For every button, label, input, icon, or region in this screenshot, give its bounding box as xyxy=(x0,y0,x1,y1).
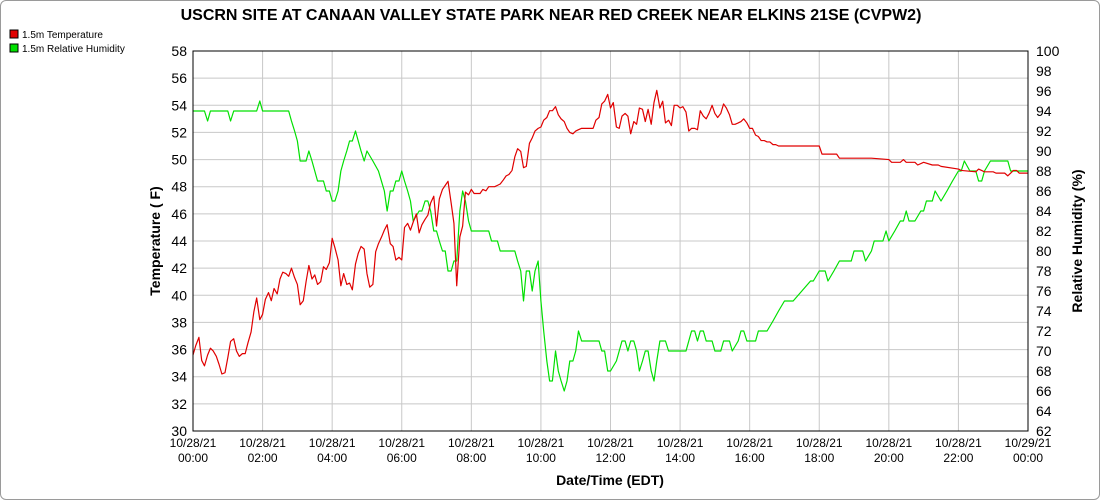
y-tick-label-right: 92 xyxy=(1036,123,1052,139)
series-line-humidity xyxy=(193,100,1028,392)
y-tick-label-right: 80 xyxy=(1036,243,1052,259)
y-tick-label-left: 36 xyxy=(171,342,187,358)
x-axis-label: Date/Time (EDT) xyxy=(556,472,664,488)
x-tick-label-date: 10/28/21 xyxy=(239,436,286,450)
x-tick-label-time: 02:00 xyxy=(248,451,278,465)
series-line-temperature xyxy=(192,89,1028,375)
x-tick-label-time: 10:00 xyxy=(526,451,556,465)
y-tick-label-right: 78 xyxy=(1036,263,1052,279)
x-tick-label-time: 00:00 xyxy=(178,451,208,465)
x-tick-label-date: 10/28/21 xyxy=(935,436,982,450)
y-tick-label-right: 90 xyxy=(1036,143,1052,159)
y-axis-label-left: Temperature ( F) xyxy=(147,186,163,295)
y-tick-label-right: 62 xyxy=(1036,423,1052,439)
y-tick-label-left: 30 xyxy=(171,423,187,439)
y-tick-label-left: 48 xyxy=(171,179,187,195)
x-tick-label-date: 10/28/21 xyxy=(796,436,843,450)
left-y-axis: 30 32 34 36 38 40 42 44 46 48 50 52 54 56 58 xyxy=(171,43,187,439)
y-tick-label-right: 94 xyxy=(1036,103,1052,119)
y-tick-label-right: 74 xyxy=(1036,303,1052,319)
y-tick-label-right: 64 xyxy=(1036,403,1052,419)
y-tick-label-right: 66 xyxy=(1036,383,1052,399)
x-tick-label-time: 22:00 xyxy=(943,451,973,465)
y-tick-label-right: 88 xyxy=(1036,163,1052,179)
y-tick-label-left: 42 xyxy=(171,260,187,276)
legend: 1.5m Temperature 1.5m Relative Humidity xyxy=(9,29,125,55)
x-tick-label-date: 10/28/21 xyxy=(518,436,565,450)
x-tick-label-time: 00:00 xyxy=(1013,451,1043,465)
y-tick-label-right: 76 xyxy=(1036,283,1052,299)
y-tick-label-right: 100 xyxy=(1036,43,1060,59)
legend-label-humidity: 1.5m Relative Humidity xyxy=(22,44,125,55)
x-tick-label-date: 10/28/21 xyxy=(587,436,634,450)
y-tick-label-left: 56 xyxy=(171,70,187,86)
chart-title: USCRN SITE AT CANAAN VALLEY STATE PARK N… xyxy=(181,7,922,24)
x-tick-label-time: 14:00 xyxy=(665,451,695,465)
y-tick-label-left: 38 xyxy=(171,314,187,330)
x-tick-label-date: 10/29/21 xyxy=(1005,436,1052,450)
x-tick-label-date: 10/28/21 xyxy=(448,436,495,450)
y-tick-label-left: 44 xyxy=(171,233,187,249)
y-tick-label-right: 68 xyxy=(1036,363,1052,379)
y-tick-label-right: 96 xyxy=(1036,83,1052,99)
y-tick-label-right: 72 xyxy=(1036,323,1052,339)
x-tick-label-time: 08:00 xyxy=(456,451,486,465)
x-tick-label-date: 10/28/21 xyxy=(726,436,773,450)
y-axis-label-right: Relative Humidity (%) xyxy=(1069,169,1085,312)
x-tick-label-time: 04:00 xyxy=(317,451,347,465)
series-layer xyxy=(192,89,1028,392)
x-tick-label-date: 10/28/21 xyxy=(865,436,912,450)
legend-label-temperature: 1.5m Temperature xyxy=(22,30,103,41)
y-tick-label-right: 98 xyxy=(1036,63,1052,79)
right-y-axis: 62 64 66 68 70 72 74 76 78 80 82 84 86 88 90 92 94 96 98 10… xyxy=(1036,43,1060,439)
y-tick-label-left: 50 xyxy=(171,152,187,168)
y-tick-label-right: 86 xyxy=(1036,183,1052,199)
y-tick-label-left: 46 xyxy=(171,206,187,222)
y-tick-label-left: 34 xyxy=(171,369,187,385)
y-tick-label-left: 54 xyxy=(171,97,187,113)
x-axis: 10/28/2100:0010/28/2102:0010/28/2104:001… xyxy=(170,436,1052,465)
y-tick-label-right: 70 xyxy=(1036,343,1052,359)
x-tick-label-time: 06:00 xyxy=(387,451,417,465)
legend-swatch-temperature xyxy=(9,29,19,39)
x-tick-label-time: 18:00 xyxy=(804,451,834,465)
y-tick-label-left: 40 xyxy=(171,287,187,303)
plot-area-border xyxy=(192,50,1029,432)
x-tick-label-time: 16:00 xyxy=(735,451,765,465)
x-tick-label-date: 10/28/21 xyxy=(309,436,356,450)
y-tick-label-left: 32 xyxy=(171,396,187,412)
y-tick-label-left: 52 xyxy=(171,124,187,140)
x-tick-label-date: 10/28/21 xyxy=(378,436,425,450)
x-tick-label-time: 20:00 xyxy=(874,451,904,465)
x-tick-label-date: 10/28/21 xyxy=(657,436,704,450)
y-tick-label-left: 58 xyxy=(171,43,187,59)
y-tick-label-right: 84 xyxy=(1036,203,1052,219)
legend-swatch-humidity xyxy=(9,43,19,53)
x-tick-label-date: 10/28/21 xyxy=(170,436,217,450)
y-tick-label-right: 82 xyxy=(1036,223,1052,239)
x-tick-label-time: 12:00 xyxy=(595,451,625,465)
